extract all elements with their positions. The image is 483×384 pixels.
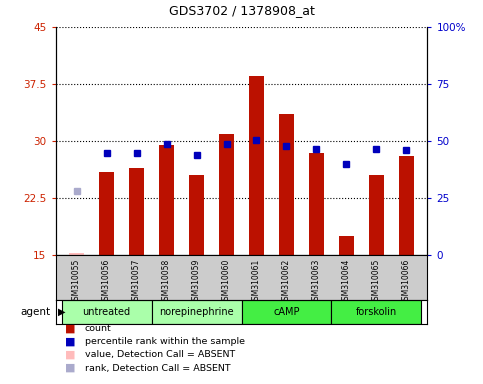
Bar — [399, 156, 414, 255]
Text: GSM310065: GSM310065 — [372, 259, 381, 305]
Text: ■: ■ — [65, 363, 76, 373]
Text: GSM310057: GSM310057 — [132, 259, 141, 305]
Bar — [129, 168, 144, 255]
Bar — [69, 253, 84, 255]
Bar — [242, 300, 331, 324]
Bar — [309, 152, 324, 255]
Text: GSM310066: GSM310066 — [402, 259, 411, 305]
Text: ■: ■ — [65, 350, 76, 360]
Text: GSM310063: GSM310063 — [312, 259, 321, 305]
Text: value, Detection Call = ABSENT: value, Detection Call = ABSENT — [85, 350, 235, 359]
Text: percentile rank within the sample: percentile rank within the sample — [85, 337, 244, 346]
Text: cAMP: cAMP — [273, 307, 300, 317]
Text: ■: ■ — [65, 323, 76, 333]
Text: GDS3702 / 1378908_at: GDS3702 / 1378908_at — [169, 4, 314, 17]
Bar — [219, 134, 234, 255]
Text: GSM310056: GSM310056 — [102, 259, 111, 305]
Text: agent: agent — [21, 307, 51, 317]
Text: norepinephrine: norepinephrine — [159, 307, 234, 317]
Text: rank, Detection Call = ABSENT: rank, Detection Call = ABSENT — [85, 364, 230, 372]
Bar — [279, 114, 294, 255]
Text: GSM310059: GSM310059 — [192, 259, 201, 305]
Bar — [189, 175, 204, 255]
Bar — [61, 300, 152, 324]
Bar — [99, 172, 114, 255]
Bar — [369, 175, 384, 255]
Bar — [249, 76, 264, 255]
Text: GSM310060: GSM310060 — [222, 259, 231, 305]
Bar — [331, 300, 422, 324]
Text: GSM310055: GSM310055 — [72, 259, 81, 305]
Bar — [339, 236, 354, 255]
Text: ■: ■ — [65, 336, 76, 346]
Text: GSM310064: GSM310064 — [342, 259, 351, 305]
Text: GSM310058: GSM310058 — [162, 259, 171, 305]
Text: GSM310062: GSM310062 — [282, 259, 291, 305]
Text: GSM310061: GSM310061 — [252, 259, 261, 305]
Text: forskolin: forskolin — [356, 307, 397, 317]
Text: untreated: untreated — [83, 307, 130, 317]
Bar — [152, 300, 242, 324]
Text: count: count — [85, 324, 111, 333]
Text: ▶: ▶ — [58, 307, 66, 317]
Bar — [159, 145, 174, 255]
